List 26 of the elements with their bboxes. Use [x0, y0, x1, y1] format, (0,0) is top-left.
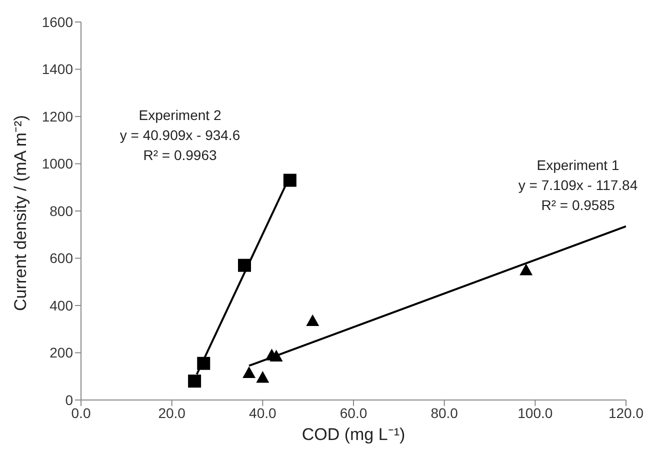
point — [256, 371, 270, 383]
x-tick-label: 120.0 — [608, 404, 644, 421]
point — [188, 374, 202, 388]
y-tick-label: 1200 — [42, 108, 74, 124]
y-tick-label: 0 — [65, 392, 74, 408]
y-axis-title: Current density / (mA m⁻²) — [11, 115, 30, 311]
x-tick-label: 100.0 — [518, 404, 553, 421]
y-tick-label: 200 — [50, 344, 74, 361]
annotation: Experiment 2 y = 40.909x - 934.6 R² = 0.9963 — [120, 107, 240, 163]
x-tick-label: 60.0 — [340, 404, 368, 421]
point — [242, 366, 256, 378]
x-tick-label: 20.0 — [158, 404, 186, 421]
point — [283, 174, 296, 187]
y-tick-label: 1000 — [42, 156, 74, 172]
y-tick-label: 1400 — [42, 61, 74, 78]
y-tick-label: 800 — [50, 202, 74, 219]
x-tick-label: 80.0 — [430, 404, 458, 421]
point — [306, 314, 320, 326]
annotation: Experiment 1 y = 7.109x - 117.84 R² = 0.9585 — [518, 157, 638, 213]
y-tick-label: 400 — [50, 297, 74, 314]
y-tick-label: 1600 — [42, 14, 74, 30]
x-tick-label: 0.0 — [71, 404, 91, 421]
x-axis-title: COD (mg L⁻¹) — [302, 425, 406, 444]
x-tick-label: 40.0 — [249, 404, 277, 421]
y-tick-label: 600 — [50, 250, 74, 266]
point — [520, 264, 533, 276]
